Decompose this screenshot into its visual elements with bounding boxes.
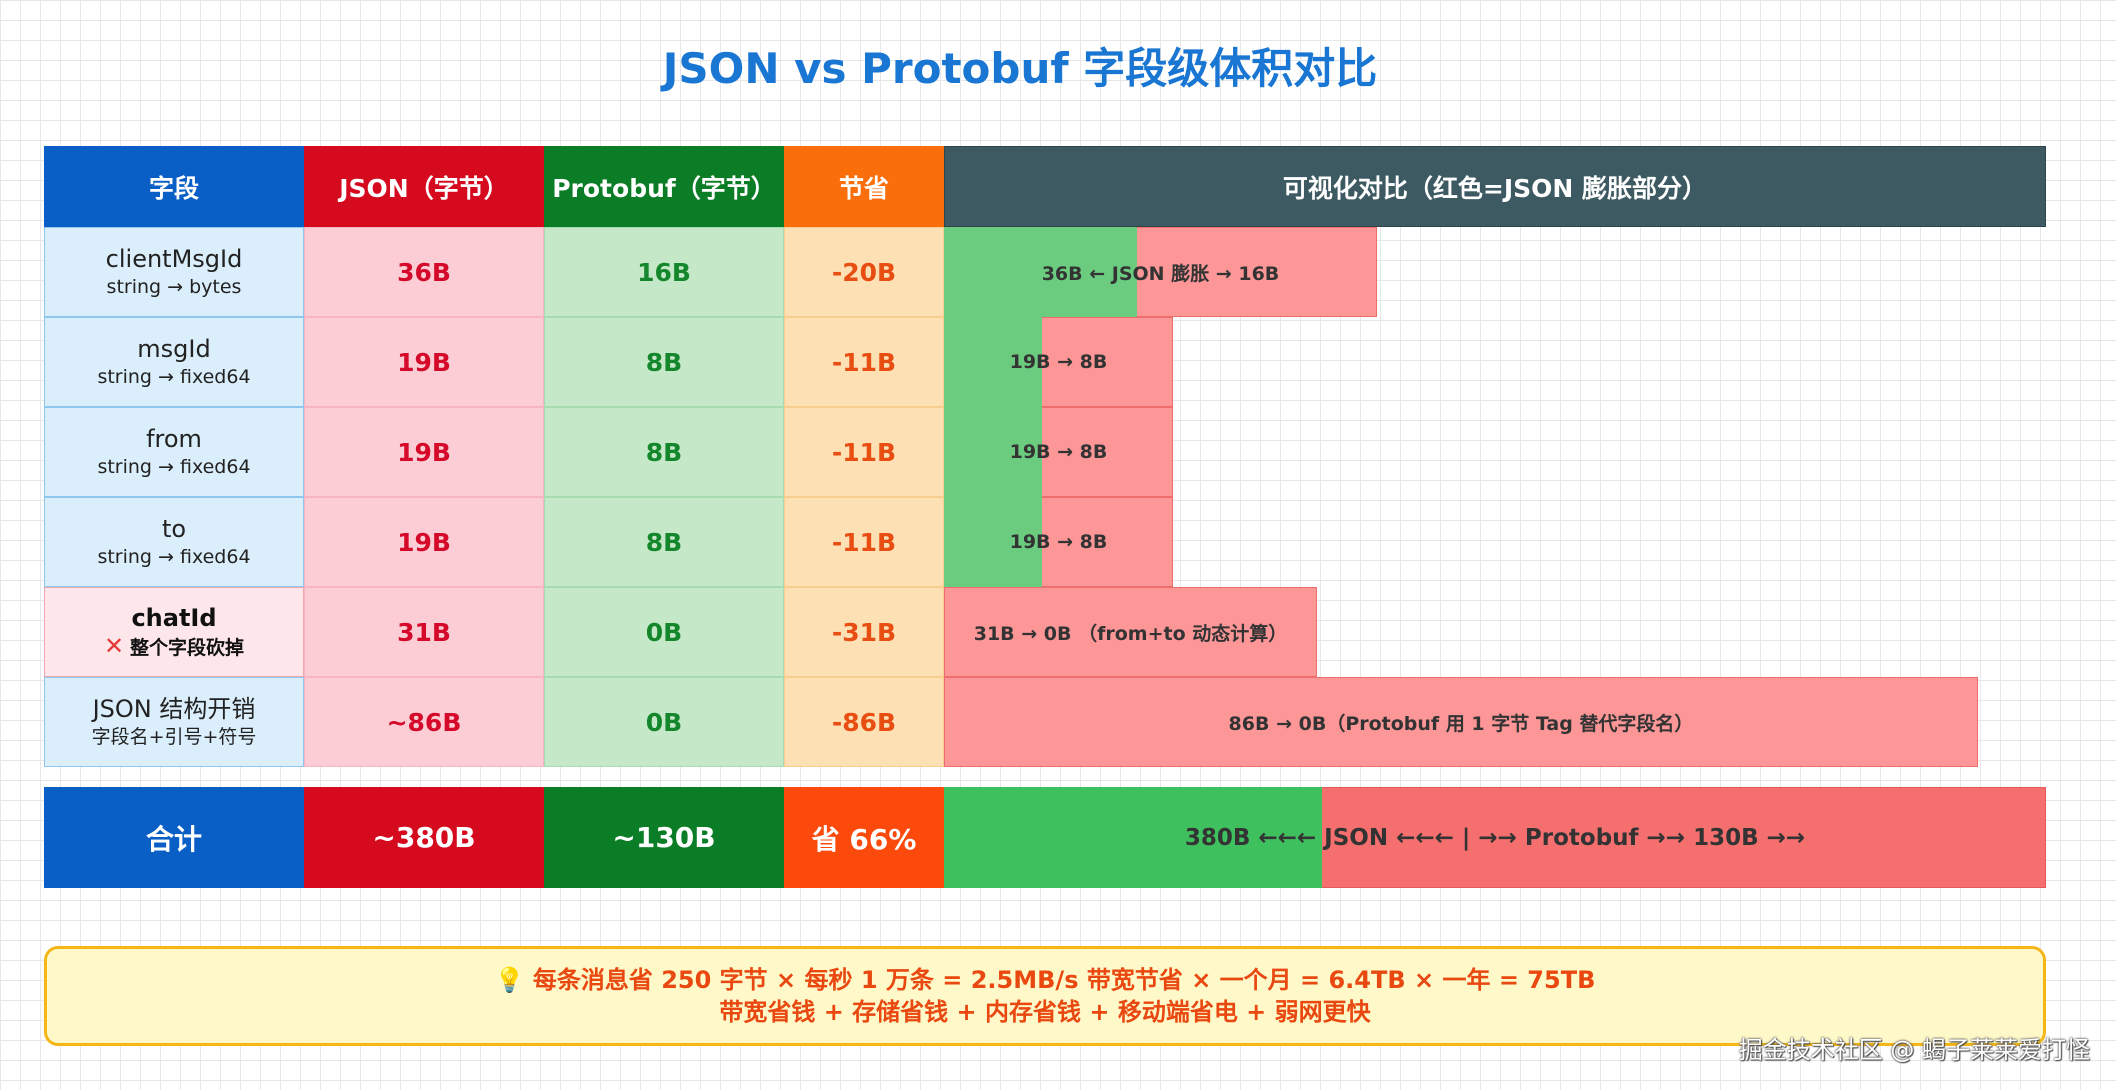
json-size: 19B (304, 497, 544, 587)
field-type: string → bytes (106, 276, 242, 298)
summary-note: 💡 每条消息省 250 字节 × 每秒 1 万条 = 2.5MB/s 带宽节省 … (44, 946, 2046, 1046)
bar-label: 36B ← JSON 膨胀 → 16B (1041, 262, 1280, 285)
bar-label: 19B → 8B (1009, 441, 1108, 463)
field-name: from (146, 425, 202, 453)
save-size: -20B (784, 227, 944, 317)
protobuf-bar (944, 227, 1137, 317)
protobuf-size: 0B (544, 677, 784, 767)
json-size: 31B (304, 587, 544, 677)
total-label: 合计 (44, 787, 304, 888)
save-size: -86B (784, 677, 944, 767)
bar-label: 19B → 8B (1009, 351, 1108, 373)
header-field: 字段 (44, 146, 304, 227)
total-bar-label: 380B ←←← JSON ←←← | →→ Protobuf →→ 130B … (1184, 824, 1806, 851)
save-size: -11B (784, 407, 944, 497)
total-protobuf: ~130B (544, 787, 784, 888)
watermark: 掘金技术社区 @ 蝎子莱莱爱打怪 (1738, 1036, 2090, 1064)
bar-label: 19B → 8B (1009, 531, 1108, 553)
protobuf-bar (944, 497, 1042, 587)
header-visual: 可视化对比（红色=JSON 膨胀部分） (944, 146, 2046, 227)
protobuf-bar (944, 317, 1042, 407)
header-protobuf: Protobuf（字节） (544, 146, 784, 227)
total-json: ~380B (304, 787, 544, 888)
field-cell-to: to string → fixed64 (44, 497, 304, 587)
save-size: -11B (784, 497, 944, 587)
field-name: chatId (131, 604, 217, 632)
total-protobuf-bar (944, 787, 1322, 888)
save-size: -31B (784, 587, 944, 677)
json-bar (944, 677, 1978, 767)
page-title: JSON vs Protobuf 字段级体积对比 (662, 43, 1378, 93)
protobuf-size: 8B (544, 317, 784, 407)
note-line-2: 带宽省钱 + 存储省钱 + 内存省钱 + 移动端省电 + 弱网更快 (719, 998, 1371, 1026)
note-line-1: 💡 每条消息省 250 字节 × 每秒 1 万条 = 2.5MB/s 带宽节省 … (494, 966, 1596, 994)
json-size: 36B (304, 227, 544, 317)
field-cell-json-overhead: JSON 结构开销 字段名+引号+符号 (44, 677, 304, 767)
protobuf-bar (944, 407, 1042, 497)
field-type: string → fixed64 (97, 366, 251, 388)
field-type: 整个字段砍掉 (130, 637, 245, 659)
field-name: to (161, 515, 187, 543)
bar-label: 86B → 0B（Protobuf 用 1 字节 Tag 替代字段名） (1228, 712, 1694, 735)
protobuf-size: 8B (544, 497, 784, 587)
field-name: clientMsgId (105, 245, 243, 273)
field-cell-clientmsgid: clientMsgId string → bytes (44, 227, 304, 317)
field-type-row: ✕ 整个字段砍掉 (104, 633, 244, 661)
field-type: string → fixed64 (97, 456, 251, 478)
field-cell-chatid: chatId ✕ 整个字段砍掉 (44, 587, 304, 677)
protobuf-size: 0B (544, 587, 784, 677)
protobuf-size: 16B (544, 227, 784, 317)
json-size: 19B (304, 317, 544, 407)
save-size: -11B (784, 317, 944, 407)
json-size: 19B (304, 407, 544, 497)
json-bar (944, 587, 1317, 677)
total-save: 省 66% (784, 787, 944, 888)
field-name: JSON 结构开销 (92, 695, 256, 723)
field-cell-from: from string → fixed64 (44, 407, 304, 497)
header-json: JSON（字节） (304, 146, 544, 227)
field-cell-msgid: msgId string → fixed64 (44, 317, 304, 407)
protobuf-size: 8B (544, 407, 784, 497)
header-save: 节省 (784, 146, 944, 227)
bar-label: 31B → 0B （from+to 动态计算） (973, 622, 1288, 645)
field-type: 字段名+引号+符号 (91, 726, 257, 748)
field-type: string → fixed64 (97, 546, 251, 568)
json-size: ~86B (304, 677, 544, 767)
cross-icon: ✕ (103, 632, 125, 660)
field-name: msgId (137, 335, 211, 363)
